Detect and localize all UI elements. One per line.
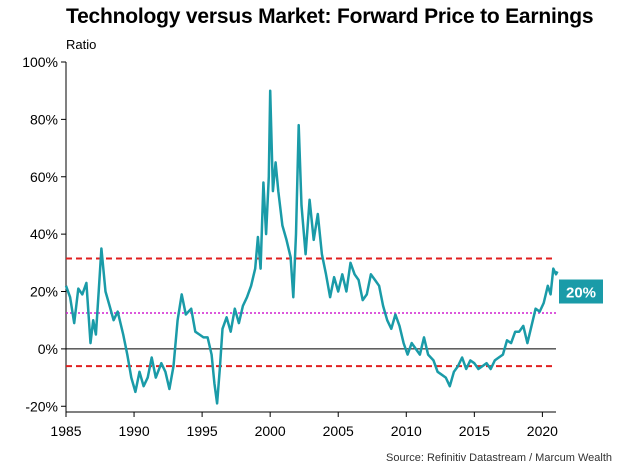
y-tick-label: 20% <box>30 284 58 300</box>
source-note: Source: Refinitiv Datastream / Marcum We… <box>386 452 612 464</box>
y-tick-label: 40% <box>30 226 58 242</box>
x-tick-label: 2020 <box>527 423 558 439</box>
x-tick-label: 1990 <box>118 423 149 439</box>
x-tick-label: 1995 <box>187 423 218 439</box>
last-value-label: 20% <box>566 285 596 302</box>
chart-title: Technology versus Market: Forward Price … <box>66 5 594 28</box>
last-value-badge <box>559 279 603 304</box>
y-axis-label: Ratio <box>66 37 97 52</box>
y-tick-label: 80% <box>30 111 58 127</box>
y-tick-label: 100% <box>22 54 58 70</box>
y-tick-label: 0% <box>38 341 58 357</box>
x-tick-label: 2010 <box>391 423 422 439</box>
x-tick-label: 1985 <box>50 423 81 439</box>
x-tick-label: 2005 <box>323 423 354 439</box>
x-tick-label: 2000 <box>255 423 286 439</box>
y-tick-label: -20% <box>25 398 58 414</box>
x-tick-label: 2015 <box>459 423 490 439</box>
y-tick-label: 60% <box>30 169 58 185</box>
series-line <box>64 89 559 405</box>
